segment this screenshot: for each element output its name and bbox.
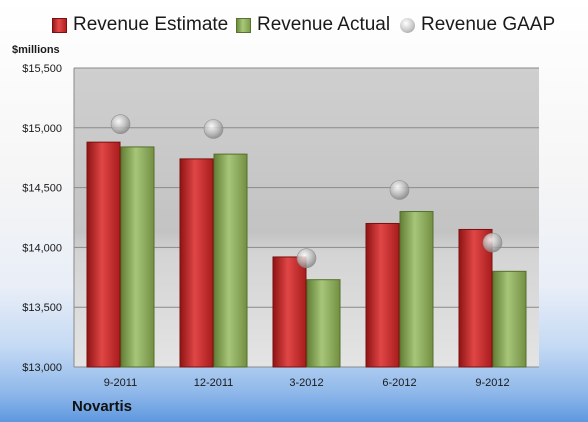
point-revenue-gaap	[296, 248, 317, 268]
bar-revenue-estimate	[458, 228, 493, 368]
legend-swatch-estimate	[52, 17, 67, 33]
y-axis-ticks: $13,000 $13,500 $14,000 $14,500 $15,000 $15,5…	[22, 63, 62, 374]
bar-revenue-actual	[492, 270, 527, 368]
legend-swatch-actual	[236, 17, 251, 33]
legend-label-actual: Revenue Actual	[257, 14, 391, 35]
legend-swatch-gaap	[400, 17, 415, 33]
x-tick-label: 9-2012	[475, 377, 509, 389]
point-revenue-gaap	[203, 119, 224, 139]
bar-revenue-estimate	[365, 222, 400, 368]
bar-revenue-actual	[306, 279, 341, 368]
gaap-markers	[110, 114, 503, 268]
point-revenue-gaap	[389, 180, 410, 200]
bar-revenue-actual	[213, 153, 248, 368]
bar-revenue-actual	[399, 211, 434, 368]
y-tick-label: $13,000	[22, 362, 62, 374]
y-tick-label: $14,000	[22, 242, 62, 254]
legend-item-gaap: Revenue GAAP	[400, 14, 555, 36]
legend: Revenue Estimate Revenue Actual Revenue …	[0, 14, 588, 42]
bar-revenue-actual	[120, 146, 155, 368]
x-tick-label: 3-2012	[289, 377, 323, 389]
x-tick-label: 12-2011	[194, 377, 234, 389]
bars	[86, 141, 527, 368]
bar-revenue-estimate	[272, 256, 307, 368]
legend-item-estimate: Revenue Estimate	[52, 14, 228, 36]
legend-item-actual: Revenue Actual	[236, 14, 390, 36]
y-tick-label: $13,500	[22, 302, 62, 314]
company-name: Novartis	[72, 398, 133, 415]
legend-label-estimate: Revenue Estimate	[73, 14, 229, 35]
point-revenue-gaap	[482, 232, 503, 253]
y-axis-unit-label: $millions	[12, 44, 60, 56]
x-axis-ticks: 9-2011 12-2011 3-2012 6-2012 9-2012	[104, 377, 510, 389]
legend-label-gaap: Revenue GAAP	[421, 14, 556, 35]
y-tick-label: $15,500	[22, 63, 62, 75]
y-tick-label: $14,500	[22, 183, 62, 195]
bar-revenue-estimate	[179, 158, 214, 368]
bar-revenue-estimate	[86, 141, 121, 368]
x-tick-label: 9-2011	[104, 377, 137, 389]
y-tick-label: $15,000	[22, 123, 62, 135]
x-tick-label: 6-2012	[382, 377, 416, 389]
point-revenue-gaap	[110, 114, 131, 135]
